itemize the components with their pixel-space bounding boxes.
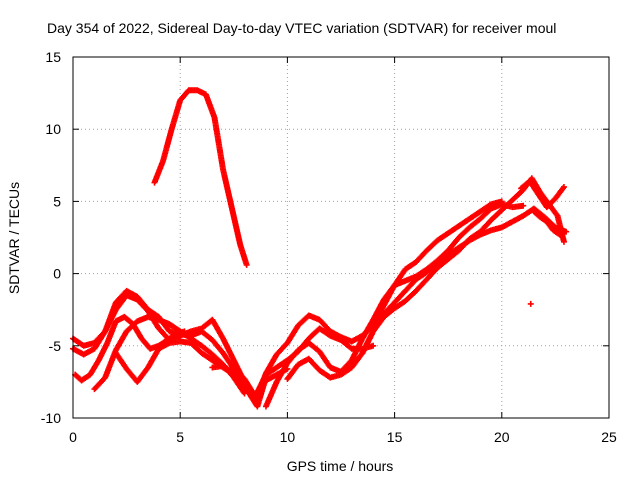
chart-title: Day 354 of 2022, Sidereal Day-to-day VTE… bbox=[47, 20, 556, 36]
x-tick-label: 25 bbox=[601, 429, 617, 445]
data-point-arc-10 bbox=[560, 238, 567, 245]
data-point-arc-11 bbox=[560, 183, 567, 190]
y-tick-label: 0 bbox=[53, 266, 61, 282]
x-tick-label: 20 bbox=[494, 429, 510, 445]
data-point-arc-12 bbox=[560, 230, 567, 237]
y-tick-label: 15 bbox=[45, 49, 61, 65]
axis-ticks bbox=[72, 56, 610, 419]
x-tick-label: 10 bbox=[280, 429, 296, 445]
plot-frame bbox=[72, 56, 610, 419]
y-tick-label: 5 bbox=[53, 193, 61, 209]
x-axis-label: GPS time / hours bbox=[287, 458, 394, 474]
axis-tick-labels: 0 5 10 15 20 25 -10 -5 0 5 10 15 bbox=[41, 49, 617, 445]
data-point-arc-7 bbox=[520, 202, 527, 209]
data-point-arc-3 bbox=[370, 342, 377, 349]
y-tick-label: -10 bbox=[41, 410, 61, 426]
x-tick-label: 15 bbox=[387, 429, 403, 445]
y-axis-label: SDTVAR / TECUs bbox=[6, 182, 22, 294]
y-tick-label: 10 bbox=[45, 121, 61, 137]
y-tick-label: -5 bbox=[49, 338, 62, 354]
data-point-arc-8 bbox=[498, 198, 505, 205]
data-point-outlier bbox=[527, 300, 534, 307]
data-points bbox=[70, 87, 570, 410]
data-point-arc-1 bbox=[243, 261, 250, 268]
x-tick-label: 5 bbox=[176, 429, 184, 445]
grid-lines bbox=[73, 57, 609, 418]
x-tick-label: 0 bbox=[69, 429, 77, 445]
